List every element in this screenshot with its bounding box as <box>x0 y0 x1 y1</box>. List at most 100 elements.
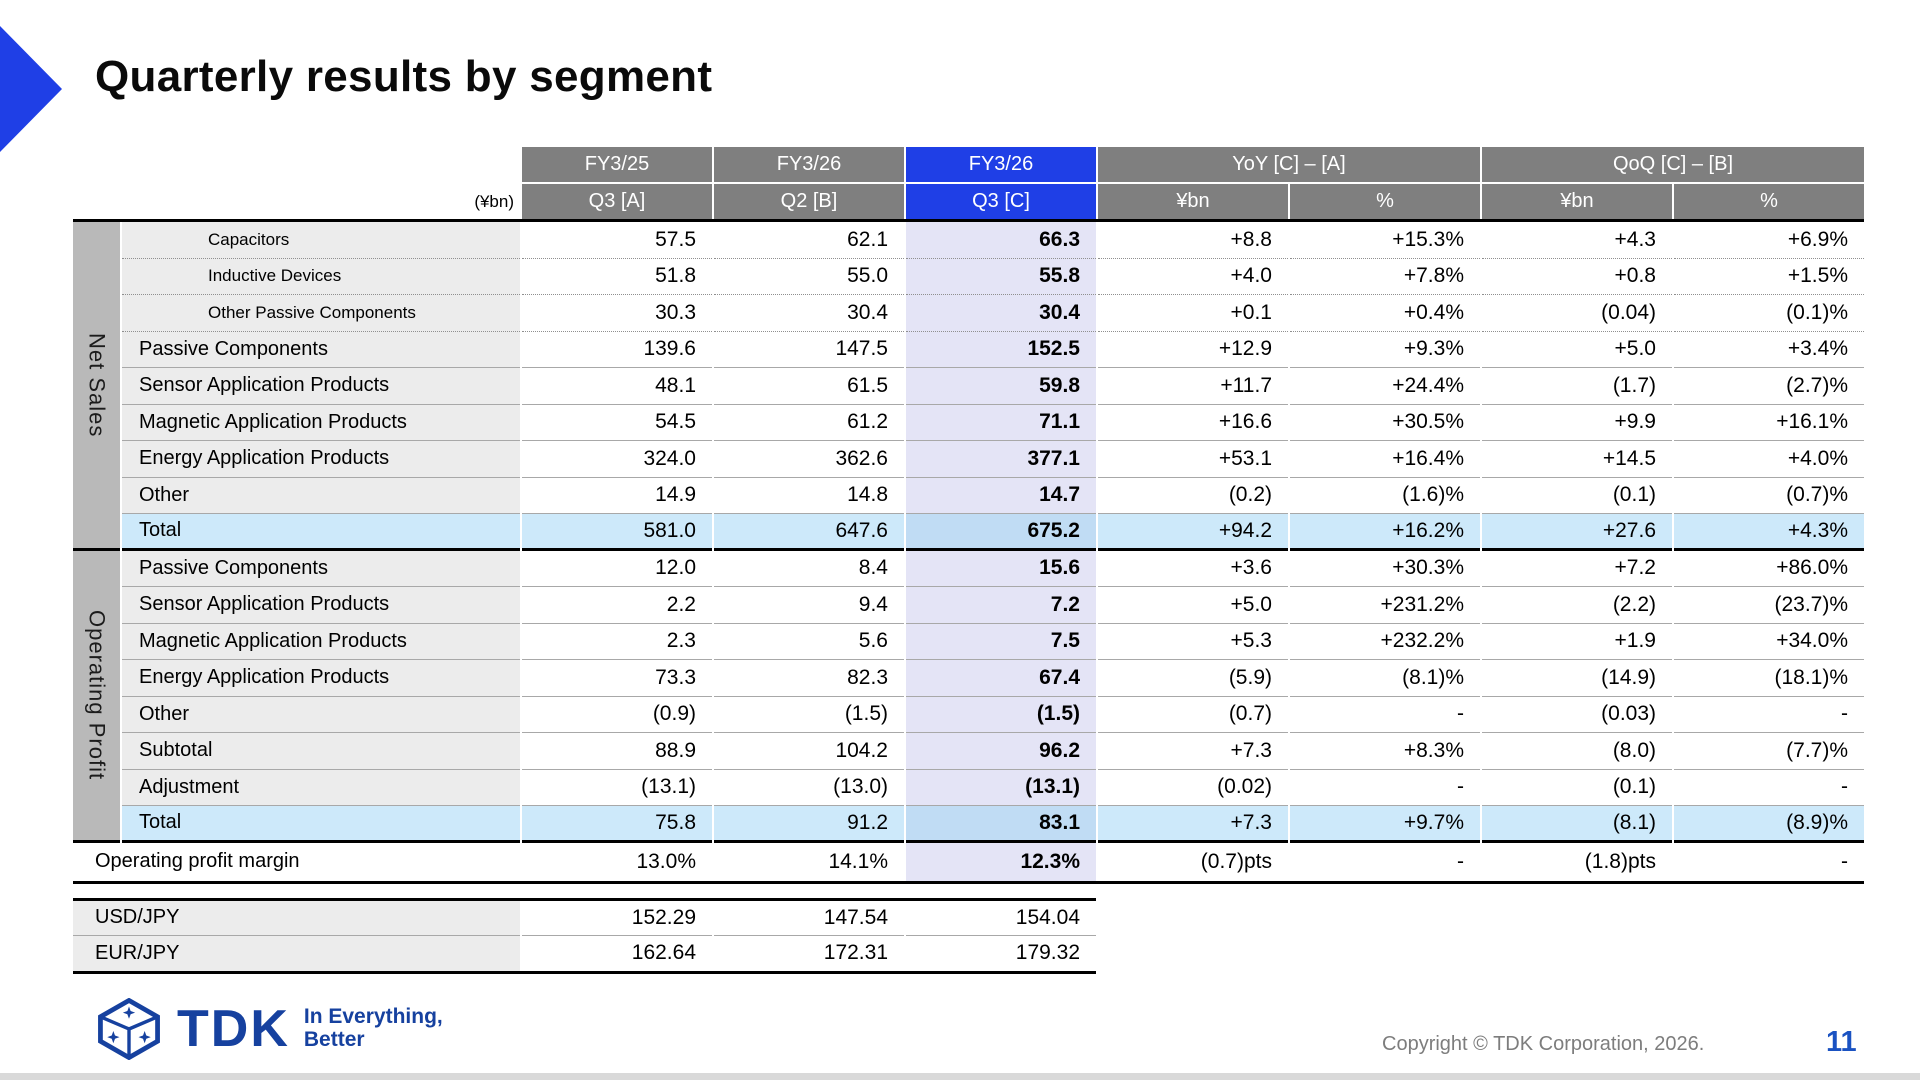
value-cell: (2.2) <box>1482 587 1672 624</box>
value-cell: (0.04) <box>1482 295 1672 332</box>
value-cell: - <box>1290 769 1480 806</box>
value-cell: 2.3 <box>522 623 712 660</box>
row-label-energy-application-products: Energy Application Products <box>122 441 520 478</box>
value-cell: (0.7)% <box>1674 477 1864 514</box>
tdk-brand-text: TDK <box>177 1000 290 1058</box>
value-cell: +0.8 <box>1482 258 1672 295</box>
value-cell: (23.7)% <box>1674 587 1864 624</box>
value-cell: 48.1 <box>522 368 712 405</box>
value-cell: (1.6)% <box>1290 477 1480 514</box>
tdk-tagline-line1: In Everything, <box>303 1005 443 1029</box>
row-label-total: Total <box>122 514 520 551</box>
value-cell: (14.9) <box>1482 660 1672 697</box>
value-cell: 61.5 <box>714 368 904 405</box>
row-label-other: Other <box>122 477 520 514</box>
value-cell: +30.5% <box>1290 404 1480 441</box>
value-cell: 55.0 <box>714 258 904 295</box>
section-band-operating-profit: Operating Profit <box>73 550 120 843</box>
value-cell: 30.3 <box>522 295 712 332</box>
value-cell: (8.1) <box>1482 806 1672 843</box>
value-cell: (1.8)pts <box>1482 842 1672 881</box>
value-cell: - <box>1674 842 1864 881</box>
value-cell: +3.6 <box>1098 550 1288 587</box>
tdk-tagline: In Everything, Better <box>304 1006 443 1051</box>
col-header-6: % <box>1674 184 1864 219</box>
value-cell: +5.3 <box>1098 623 1288 660</box>
value-cell: 152.29 <box>522 900 712 936</box>
value-cell: 14.7 <box>906 477 1096 514</box>
value-cell: +16.6 <box>1098 404 1288 441</box>
row-label-adjustment: Adjustment <box>122 769 520 806</box>
value-cell: 7.5 <box>906 623 1096 660</box>
value-cell: 62.1 <box>714 222 904 259</box>
value-cell: 377.1 <box>906 441 1096 478</box>
value-cell: 71.1 <box>906 404 1096 441</box>
value-cell: (13.1) <box>522 769 712 806</box>
value-cell: +16.2% <box>1290 514 1480 551</box>
col-group-header-0: FY3/25 <box>522 147 712 182</box>
value-cell: 154.04 <box>906 900 1096 936</box>
value-cell: 30.4 <box>714 295 904 332</box>
row-label-magnetic-application-products: Magnetic Application Products <box>122 623 520 660</box>
value-cell: +8.8 <box>1098 222 1288 259</box>
value-cell: (2.7)% <box>1674 368 1864 405</box>
value-cell: 59.8 <box>906 368 1096 405</box>
value-cell: +9.9 <box>1482 404 1672 441</box>
value-cell: 66.3 <box>906 222 1096 259</box>
value-cell: 14.9 <box>522 477 712 514</box>
value-cell: (0.9) <box>522 696 712 733</box>
row-label-total: Total <box>122 806 520 843</box>
value-cell: - <box>1674 769 1864 806</box>
value-cell: (0.1) <box>1482 477 1672 514</box>
section-label: Net Sales <box>84 332 110 437</box>
col-header-0: Q3 [A] <box>522 184 712 219</box>
value-cell: (1.7) <box>1482 368 1672 405</box>
value-cell: +6.9% <box>1674 222 1864 259</box>
value-cell: 147.54 <box>714 900 904 936</box>
margin-row: Operating profit margin 13.0% 14.1% 12.3% (0… <box>73 842 1864 884</box>
value-cell: 8.4 <box>714 550 904 587</box>
value-cell: +1.5% <box>1674 258 1864 295</box>
value-cell: +3.4% <box>1674 331 1864 368</box>
value-cell: 82.3 <box>714 660 904 697</box>
header-spacer <box>73 147 520 182</box>
value-cell: 2.2 <box>522 587 712 624</box>
value-cell: - <box>1290 842 1480 881</box>
value-cell: +27.6 <box>1482 514 1672 551</box>
fx-rates-table: USD/JPY 152.29 147.54 154.04 EUR/JPY 162.64 17… <box>73 897 1096 974</box>
value-cell: +15.3% <box>1290 222 1480 259</box>
value-cell: 139.6 <box>522 331 712 368</box>
row-label-other-passive-components: Other Passive Components <box>122 295 520 332</box>
row-label-usd-jpy: USD/JPY <box>73 900 520 936</box>
value-cell: (0.03) <box>1482 696 1672 733</box>
col-header-5: ¥bn <box>1482 184 1672 219</box>
row-label-sensor-application-products: Sensor Application Products <box>122 587 520 624</box>
value-cell: (18.1)% <box>1674 660 1864 697</box>
value-cell: (1.5) <box>714 696 904 733</box>
value-cell: 12.0 <box>522 550 712 587</box>
value-cell: 61.2 <box>714 404 904 441</box>
value-cell: 362.6 <box>714 441 904 478</box>
row-label-passive-components: Passive Components <box>122 331 520 368</box>
value-cell: (0.1)% <box>1674 295 1864 332</box>
value-cell: 7.2 <box>906 587 1096 624</box>
value-cell: +34.0% <box>1674 623 1864 660</box>
value-cell: (8.1)% <box>1290 660 1480 697</box>
value-cell: 15.6 <box>906 550 1096 587</box>
slide-bottom-edge <box>0 1073 1920 1080</box>
value-cell: +5.0 <box>1098 587 1288 624</box>
table-header: FY3/25 FY3/26 FY3/26 YoY [C] – [A] QoQ [C] –… <box>73 147 1864 219</box>
corner-accent-arrow-icon <box>0 26 62 152</box>
value-cell: 88.9 <box>522 733 712 770</box>
value-cell: (13.1) <box>906 769 1096 806</box>
value-cell: 30.4 <box>906 295 1096 332</box>
section-label: Operating Profit <box>84 609 110 781</box>
page-title: Quarterly results by segment <box>95 52 713 101</box>
tdk-tagline-line2: Better <box>303 1028 365 1051</box>
value-cell: +30.3% <box>1290 550 1480 587</box>
value-cell: +1.9 <box>1482 623 1672 660</box>
tdk-emblem-icon <box>98 998 160 1060</box>
value-cell: 67.4 <box>906 660 1096 697</box>
section-band-net-sales: Net Sales <box>73 222 120 551</box>
value-cell: 96.2 <box>906 733 1096 770</box>
